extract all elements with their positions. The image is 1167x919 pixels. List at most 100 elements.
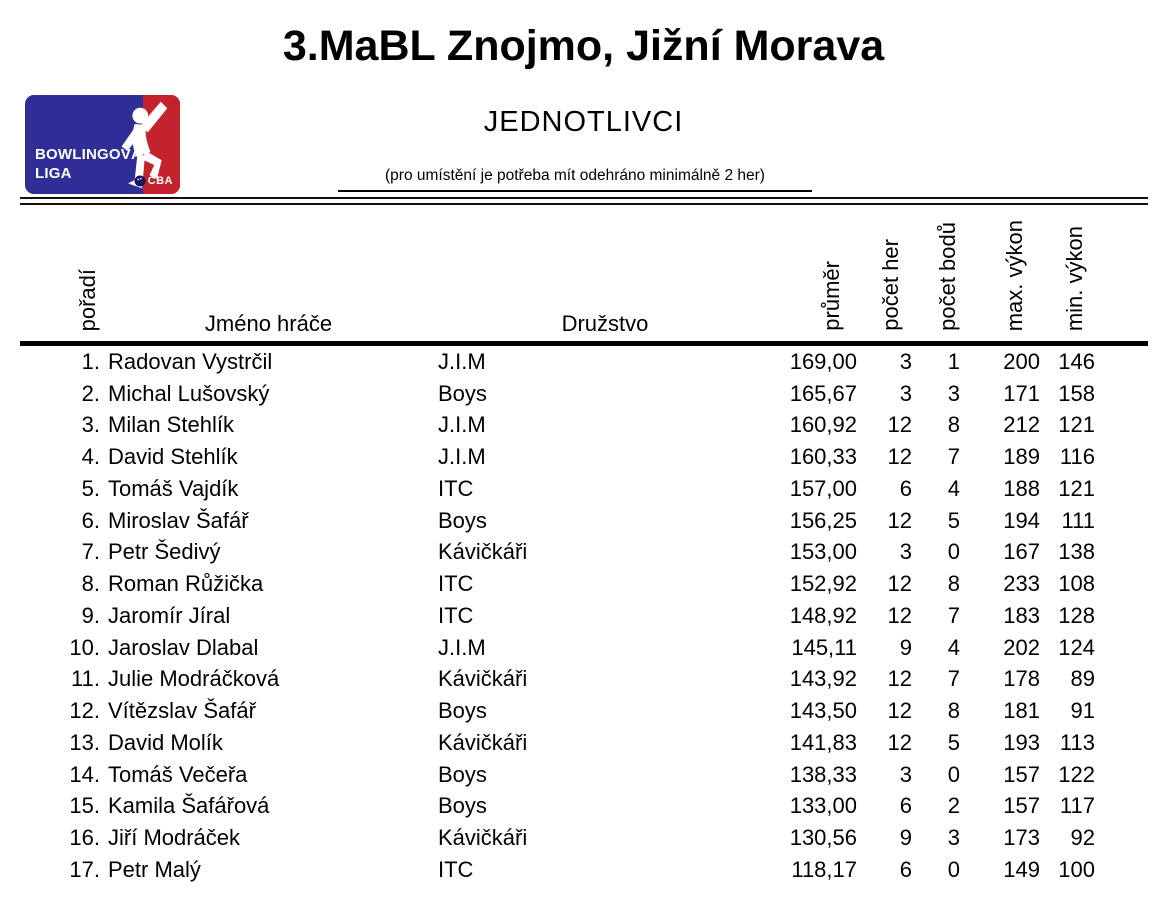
cell-rank: 3. bbox=[81, 412, 100, 438]
cell-max: 181 bbox=[1003, 698, 1040, 724]
cell-games: 3 bbox=[899, 380, 912, 406]
cell-min: 91 bbox=[1070, 698, 1095, 724]
cell-max: 233 bbox=[1003, 571, 1040, 597]
cell-max: 194 bbox=[1003, 507, 1040, 533]
cell-points: 0 bbox=[947, 856, 960, 882]
cell-team: ITC bbox=[438, 602, 474, 628]
cell-spacer bbox=[1095, 410, 1148, 442]
cell-points: 2 bbox=[947, 793, 960, 819]
cell-games: 12 bbox=[887, 444, 912, 470]
cell-max: 200 bbox=[1003, 348, 1040, 374]
cell-rank: 10. bbox=[69, 634, 100, 660]
cba-label: ČBA bbox=[147, 175, 173, 187]
table-row: 17. Petr Malý ITC 118,17 6 0 149 100 bbox=[20, 854, 1148, 886]
cell-team: Boys bbox=[438, 380, 487, 406]
cell-average: 133,00 bbox=[789, 793, 857, 819]
header-games-label: počet her bbox=[878, 239, 903, 331]
cell-spacer bbox=[1095, 473, 1148, 505]
cell-points: 4 bbox=[947, 475, 960, 501]
cell-games: 9 bbox=[899, 825, 912, 851]
double-rule bbox=[20, 197, 1148, 205]
table-row: 14. Tomáš Večeřa Boys 138,33 3 0 157 122 bbox=[20, 759, 1148, 791]
cell-min: 158 bbox=[1058, 380, 1095, 406]
cell-spacer bbox=[1095, 822, 1148, 854]
cell-rank: 17. bbox=[69, 856, 100, 882]
logo-line2: LIGA bbox=[35, 165, 72, 182]
cell-name: Tomáš Večeřa bbox=[108, 761, 248, 787]
cell-min: 113 bbox=[1059, 729, 1095, 755]
header-rank-label: pořadí bbox=[75, 268, 100, 331]
cell-name: David Molík bbox=[108, 729, 223, 755]
cell-spacer bbox=[1095, 664, 1148, 696]
cell-average: 138,33 bbox=[789, 761, 857, 787]
cell-average: 145,11 bbox=[791, 634, 857, 660]
table-row: 13. David Molík Kávičkáři 141,83 12 5 193 113 bbox=[20, 727, 1148, 759]
cell-rank: 16. bbox=[69, 825, 100, 851]
cell-name: Jiří Modráček bbox=[108, 825, 241, 851]
cell-spacer bbox=[1095, 727, 1148, 759]
cell-min: 92 bbox=[1070, 825, 1095, 851]
cell-rank: 12. bbox=[69, 698, 100, 724]
header-average: průměr bbox=[773, 205, 857, 346]
cell-spacer bbox=[1095, 537, 1148, 569]
cell-rank: 5. bbox=[81, 475, 100, 501]
header-max: max. výkon bbox=[968, 205, 1040, 346]
cell-spacer bbox=[1095, 441, 1148, 473]
cell-average: 130,56 bbox=[789, 825, 857, 851]
cell-spacer bbox=[1095, 759, 1148, 791]
cell-name: Roman Růžička bbox=[108, 571, 264, 597]
cell-average: 156,25 bbox=[789, 507, 857, 533]
header-min: min. výkon bbox=[1040, 205, 1095, 346]
cell-team: Boys bbox=[438, 761, 487, 787]
cell-min: 124 bbox=[1058, 634, 1095, 660]
cell-spacer bbox=[1095, 695, 1148, 727]
cell-average: 118,17 bbox=[791, 856, 857, 882]
cell-games: 12 bbox=[887, 729, 912, 755]
cell-average: 152,92 bbox=[789, 571, 857, 597]
standings-table-body: 1. Radovan Vystrčil J.I.M 169,00 3 1 200 146 2. M… bbox=[20, 344, 1148, 886]
table-row: 8. Roman Růžička ITC 152,92 12 8 233 108 bbox=[20, 568, 1148, 600]
cell-points: 0 bbox=[947, 539, 960, 565]
cell-points: 7 bbox=[947, 444, 960, 470]
cell-average: 157,00 bbox=[789, 475, 857, 501]
cell-min: 111 bbox=[1061, 507, 1095, 533]
cell-name: Radovan Vystrčil bbox=[108, 348, 273, 374]
cell-rank: 9. bbox=[81, 602, 100, 628]
cell-team: ITC bbox=[438, 475, 474, 501]
cell-average: 169,00 bbox=[789, 348, 857, 374]
cell-team: Boys bbox=[438, 793, 487, 819]
cell-max: 173 bbox=[1003, 825, 1040, 851]
cell-average: 165,67 bbox=[789, 380, 857, 406]
cell-points: 5 bbox=[947, 507, 960, 533]
cell-min: 117 bbox=[1059, 793, 1095, 819]
cell-team: Kávičkáři bbox=[438, 825, 528, 851]
cell-spacer bbox=[1095, 505, 1148, 537]
table-row: 2. Michal Lušovský Boys 165,67 3 3 171 158 bbox=[20, 378, 1148, 410]
table-row: 16. Jiří Modráček Kávičkáři 130,56 9 3 173 92 bbox=[20, 822, 1148, 854]
cell-team: ITC bbox=[438, 856, 474, 882]
bowling-ball-icon bbox=[134, 175, 146, 187]
cell-max: 157 bbox=[1003, 793, 1040, 819]
cell-average: 141,83 bbox=[789, 729, 857, 755]
cell-team: J.I.M bbox=[438, 348, 486, 374]
cell-games: 12 bbox=[887, 507, 912, 533]
cell-max: 202 bbox=[1003, 634, 1040, 660]
cell-points: 3 bbox=[947, 825, 960, 851]
cell-min: 108 bbox=[1058, 571, 1095, 597]
header-average-label: průměr bbox=[819, 261, 844, 331]
header-player-name: Jméno hráče bbox=[100, 205, 437, 346]
table-row: 9. Jaromír Jíral ITC 148,92 12 7 183 128 bbox=[20, 600, 1148, 632]
cell-points: 0 bbox=[947, 761, 960, 787]
cell-name: Vítězslav Šafář bbox=[108, 698, 256, 724]
qualification-note: (pro umístění je potřeba mít odehráno mi… bbox=[338, 167, 812, 192]
cell-games: 12 bbox=[887, 571, 912, 597]
table-row: 6. Miroslav Šafář Boys 156,25 12 5 194 111 bbox=[20, 505, 1148, 537]
table-row: 12. Vítězslav Šafář Boys 143,50 12 8 181 91 bbox=[20, 695, 1148, 727]
logo-line1: BOWLINGOVÁ bbox=[35, 146, 142, 163]
table-row: 11. Julie Modráčková Kávičkáři 143,92 12 7 178… bbox=[20, 664, 1148, 696]
header-min-label: min. výkon bbox=[1062, 225, 1087, 331]
cell-spacer bbox=[1095, 854, 1148, 886]
cell-team: ITC bbox=[438, 571, 474, 597]
cell-spacer bbox=[1095, 600, 1148, 632]
cell-name: Michal Lušovský bbox=[108, 380, 270, 406]
